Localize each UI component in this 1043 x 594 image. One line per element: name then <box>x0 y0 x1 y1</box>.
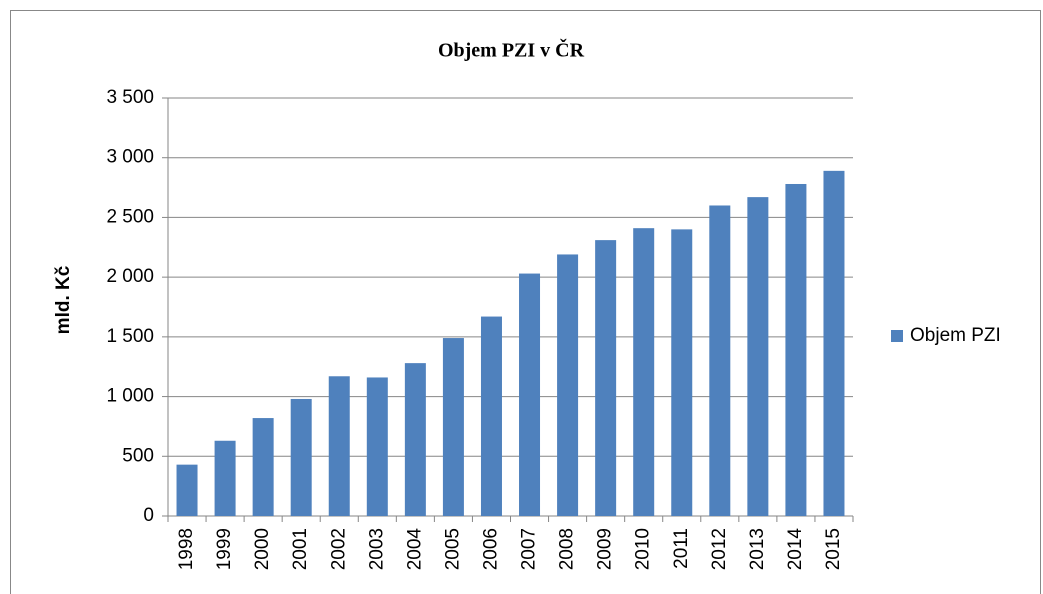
x-tick-label: 2004 <box>404 528 425 571</box>
chart-title: Objem PZI v ČR <box>438 38 585 62</box>
y-tick-label: 3 000 <box>106 147 154 168</box>
x-tick-label: 2012 <box>709 528 730 570</box>
x-tick-label: 2001 <box>290 528 311 570</box>
bar <box>404 363 426 516</box>
bar <box>785 183 807 516</box>
x-tick-label: 2008 <box>557 528 578 570</box>
x-tick-label: 2003 <box>366 528 387 570</box>
bar <box>595 240 617 516</box>
bar <box>633 228 655 517</box>
bar <box>823 170 845 516</box>
bar <box>557 254 579 517</box>
x-tick-label: 2007 <box>519 528 540 570</box>
y-tick-label: 2 000 <box>106 266 154 287</box>
bar <box>214 440 236 516</box>
bar <box>480 316 502 516</box>
bar <box>290 398 312 516</box>
bar <box>366 377 388 516</box>
y-tick-label: 1 500 <box>106 326 154 347</box>
x-tick-label: 2013 <box>747 528 768 570</box>
legend-swatch <box>891 330 903 342</box>
x-tick-label: 2009 <box>595 528 616 570</box>
y-tick-label: 3 500 <box>106 87 154 108</box>
x-tick-label: 2010 <box>633 528 654 570</box>
x-tick-label: 2015 <box>823 528 844 570</box>
x-tick-label: 2011 <box>671 528 692 569</box>
bar <box>328 376 350 516</box>
bar <box>709 205 731 516</box>
bar <box>747 197 769 516</box>
x-tick-label: 2006 <box>480 528 501 570</box>
x-tick-label: 1998 <box>176 528 197 570</box>
y-tick-label: 1 000 <box>106 386 154 407</box>
legend-label: Objem PZI <box>910 325 1001 346</box>
chart-frame <box>10 10 1041 594</box>
bar <box>442 338 464 516</box>
bar <box>176 464 198 516</box>
bar <box>519 273 541 516</box>
y-tick-label: 0 <box>143 505 154 526</box>
x-tick-label: 2000 <box>252 528 273 570</box>
x-tick-label: 2002 <box>328 528 349 570</box>
x-tick-label: 2005 <box>442 528 463 570</box>
x-tick-label: 1999 <box>214 528 235 570</box>
y-tick-label: 500 <box>122 445 154 466</box>
x-tick-label: 2014 <box>785 528 806 571</box>
bar <box>252 418 274 516</box>
y-axis-label: mld. Kč <box>53 265 74 334</box>
bar <box>671 229 693 516</box>
y-tick-label: 2 500 <box>106 206 154 227</box>
